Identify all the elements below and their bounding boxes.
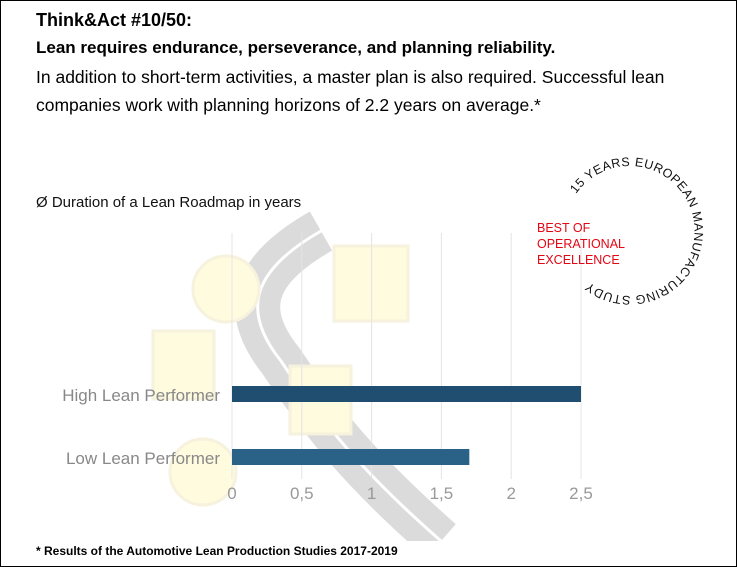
category-label: Low Lean Performer bbox=[66, 449, 220, 468]
x-tick-label: 0 bbox=[227, 484, 236, 503]
x-tick-label: 0,5 bbox=[290, 484, 314, 503]
seal-center-text: BEST OF OPERATIONAL EXCELLENCE bbox=[537, 220, 625, 268]
category-label: High Lean Performer bbox=[62, 386, 220, 405]
seal-line: BEST OF bbox=[537, 221, 591, 235]
footnote: * Results of the Automotive Lean Product… bbox=[36, 544, 398, 558]
chart-title: Ø Duration of a Lean Roadmap in years bbox=[36, 194, 302, 211]
seal-line: EXCELLENCE bbox=[537, 253, 620, 267]
x-tick-label: 2,5 bbox=[569, 484, 593, 503]
x-tick-label: 1 bbox=[367, 484, 376, 503]
seal-logo: 15 YEARS EUROPEAN MANUFACTURING STUDY bbox=[567, 155, 705, 307]
bar bbox=[232, 386, 581, 402]
slide-subtitle: Lean requires endurance, perseverance, a… bbox=[36, 38, 556, 57]
seal-line: OPERATIONAL bbox=[537, 237, 625, 251]
x-tick-label: 2 bbox=[506, 484, 515, 503]
bar bbox=[232, 449, 470, 465]
bar-chart: High Lean Performer Low Lean Performer 0 0… bbox=[62, 211, 593, 541]
x-tick-label: 1,5 bbox=[430, 484, 454, 503]
slide-title: Think&Act #10/50: bbox=[36, 10, 193, 30]
slide-body: In addition to short-term activities, a … bbox=[36, 67, 665, 115]
